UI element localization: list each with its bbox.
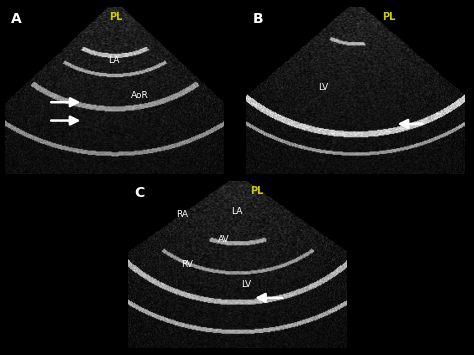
Text: AV: AV [218, 235, 230, 244]
Text: RV: RV [181, 260, 193, 269]
Text: PL: PL [109, 12, 123, 22]
Text: LA: LA [231, 207, 243, 215]
Text: LV: LV [241, 280, 251, 289]
Text: B: B [253, 12, 264, 26]
Text: C: C [135, 186, 145, 200]
Text: AoR: AoR [131, 91, 149, 100]
Text: PL: PL [250, 186, 264, 196]
Text: LA: LA [108, 56, 119, 65]
Text: PL: PL [382, 12, 395, 22]
Text: A: A [11, 12, 22, 26]
Text: LV: LV [318, 83, 328, 92]
Text: RA: RA [176, 210, 189, 219]
